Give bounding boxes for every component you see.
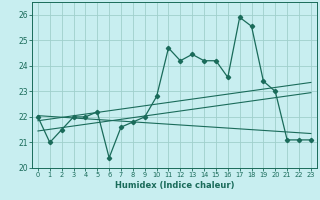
X-axis label: Humidex (Indice chaleur): Humidex (Indice chaleur)	[115, 181, 234, 190]
